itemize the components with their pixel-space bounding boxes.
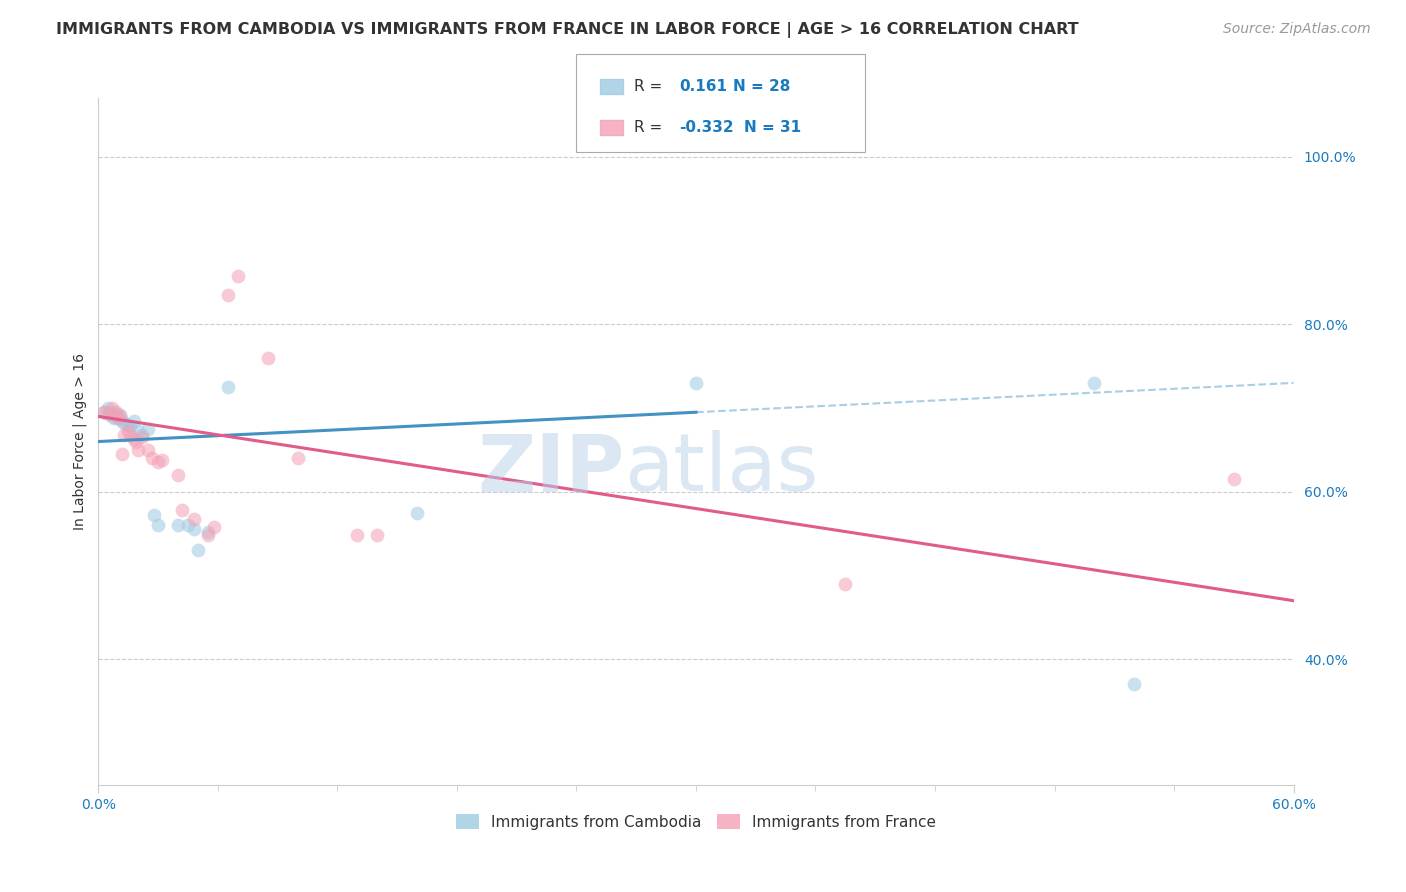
Point: [127, 425, 149, 439]
Point: [120, 427, 142, 442]
Point: [98, 405, 122, 419]
Point: [127, 442, 149, 457]
Point: [105, 405, 128, 419]
Point: [148, 518, 170, 533]
Point: [197, 524, 219, 539]
Point: [183, 523, 205, 537]
Point: [1223, 472, 1246, 486]
Point: [124, 432, 146, 446]
Text: Source: ZipAtlas.com: Source: ZipAtlas.com: [1223, 22, 1371, 37]
Point: [93, 405, 115, 419]
Point: [107, 411, 129, 425]
Point: [131, 430, 153, 444]
Point: [101, 401, 124, 415]
Point: [124, 414, 146, 428]
Point: [1123, 677, 1146, 691]
Point: [226, 268, 249, 283]
Point: [217, 288, 239, 302]
Point: [112, 416, 135, 430]
Point: [366, 528, 388, 542]
Point: [167, 518, 190, 533]
Point: [110, 409, 132, 424]
Point: [101, 409, 124, 424]
Text: R =: R =: [634, 79, 668, 94]
Point: [406, 506, 429, 520]
Point: [167, 468, 190, 483]
Text: atlas: atlas: [624, 430, 818, 508]
Point: [1083, 376, 1105, 390]
Point: [150, 453, 173, 467]
Point: [97, 407, 120, 421]
Point: [177, 518, 200, 533]
Text: IMMIGRANTS FROM CAMBODIA VS IMMIGRANTS FROM FRANCE IN LABOR FORCE | AGE > 16 COR: IMMIGRANTS FROM CAMBODIA VS IMMIGRANTS F…: [56, 22, 1078, 38]
Y-axis label: In Labor Force | Age > 16: In Labor Force | Age > 16: [73, 353, 87, 530]
Point: [141, 451, 163, 466]
Point: [256, 351, 278, 365]
Point: [346, 528, 368, 542]
Point: [111, 447, 134, 461]
Text: 0.161: 0.161: [679, 79, 727, 94]
Point: [120, 419, 142, 434]
Point: [93, 405, 115, 419]
Point: [148, 455, 170, 469]
Point: [202, 520, 225, 534]
Point: [287, 451, 309, 466]
Point: [112, 427, 135, 442]
Point: [172, 503, 194, 517]
Point: [685, 376, 707, 390]
Point: [110, 408, 132, 422]
Text: N = 31: N = 31: [744, 120, 801, 135]
Text: N = 28: N = 28: [733, 79, 790, 94]
Point: [117, 417, 139, 432]
Point: [131, 427, 153, 442]
Point: [217, 380, 239, 394]
Point: [125, 434, 148, 449]
Point: [197, 528, 219, 542]
Point: [111, 414, 134, 428]
Point: [107, 411, 129, 425]
Point: [97, 401, 120, 415]
Text: -0.332: -0.332: [679, 120, 734, 135]
Point: [136, 442, 159, 457]
Point: [105, 407, 128, 421]
Point: [183, 511, 205, 525]
Point: [143, 508, 166, 523]
Text: ZIP: ZIP: [477, 430, 624, 508]
Text: R =: R =: [634, 120, 668, 135]
Point: [136, 422, 159, 436]
Legend: Immigrants from Cambodia, Immigrants from France: Immigrants from Cambodia, Immigrants fro…: [450, 807, 942, 836]
Point: [117, 425, 139, 439]
Point: [834, 577, 856, 591]
Point: [103, 411, 125, 425]
Point: [187, 543, 209, 558]
